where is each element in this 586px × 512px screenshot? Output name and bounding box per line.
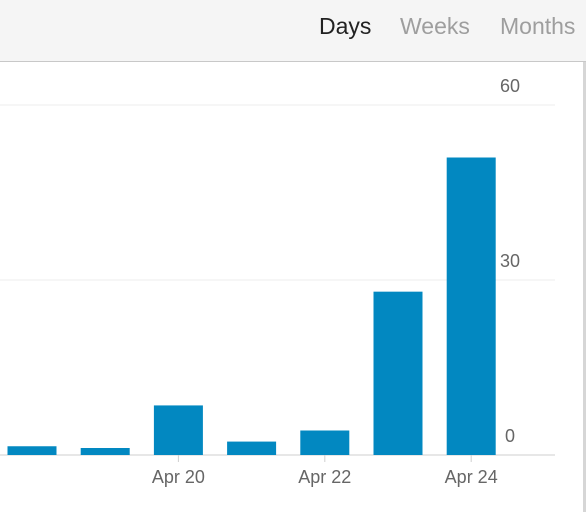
bar-apr-21[interactable] <box>227 441 277 455</box>
x-tick-label: Apr 20 <box>152 467 205 487</box>
x-tick-label: Apr 22 <box>298 467 351 487</box>
bar-apr-20[interactable] <box>153 405 203 455</box>
y-tick-label: 60 <box>500 76 520 96</box>
bar-apr-22[interactable] <box>300 430 350 456</box>
y-tick-label: 0 <box>505 426 515 446</box>
period-header: Days Weeks Months <box>0 0 586 62</box>
tab-weeks[interactable]: Weeks <box>400 13 470 39</box>
panel-border <box>583 62 586 512</box>
y-axis-ticks: 0 30 60 <box>500 76 520 446</box>
x-axis-ticks: Apr 20 Apr 22 Apr 24 <box>152 455 498 487</box>
x-tick-label: Apr 24 <box>445 467 498 487</box>
y-tick-label: 30 <box>500 251 520 271</box>
tab-months[interactable]: Months <box>500 13 576 39</box>
bar-chart: Apr 20 Apr 22 Apr 24 0 30 60 <box>0 76 555 487</box>
bar-apr-23[interactable] <box>373 291 423 455</box>
bar-apr-18[interactable] <box>7 446 57 455</box>
bar-apr-19[interactable] <box>80 448 130 455</box>
tab-days[interactable]: Days <box>319 13 372 39</box>
bars <box>7 157 496 456</box>
bar-apr-24[interactable] <box>446 157 496 456</box>
